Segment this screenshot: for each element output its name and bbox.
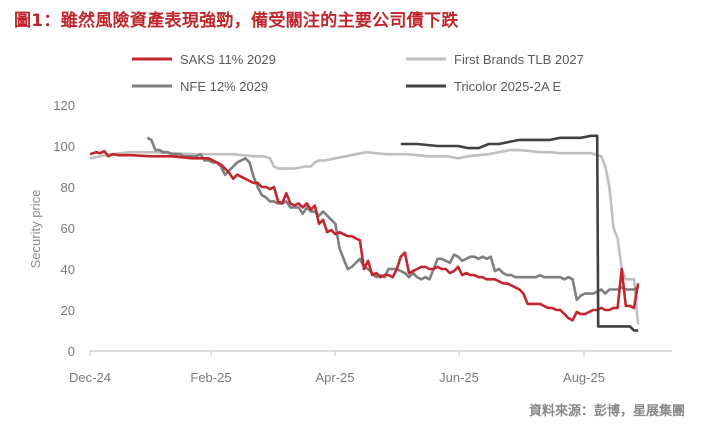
y-tick-label: 60 xyxy=(61,221,75,236)
x-tick-label: Apr-25 xyxy=(315,370,354,385)
y-tick-label: 20 xyxy=(61,303,75,318)
legend-entry-first-brands: First Brands TLB 2027 xyxy=(406,52,584,67)
chart-title: 圖1：雖然風險資產表現強勁，備受關注的主要公司債下跌 xyxy=(14,11,459,31)
x-tick-label: Aug-25 xyxy=(563,370,605,385)
y-tick-label: 100 xyxy=(53,139,75,154)
legend-entry-tricolor: Tricolor 2025-2A E xyxy=(406,79,562,94)
x-tick-label: Jun-25 xyxy=(439,370,479,385)
series-layer xyxy=(89,134,640,332)
legend-label: SAKS 11% 2029 xyxy=(180,52,276,67)
series-line-nfe-12-2029 xyxy=(146,136,639,302)
series-line-saks-11-2029 xyxy=(89,149,640,322)
x-tick-marks xyxy=(89,351,585,356)
x-tick-labels: Dec-24 Feb-25 Apr-25 Jun-25 Aug-25 xyxy=(69,370,605,385)
legend-label: First Brands TLB 2027 xyxy=(454,52,584,67)
y-tick-label: 40 xyxy=(61,262,75,277)
source-note: 資料來源：彭博，星展集團 xyxy=(528,404,685,419)
legend-entry-nfe: NFE 12% 2029 xyxy=(132,79,268,94)
y-tick-label: 80 xyxy=(61,180,75,195)
y-tick-labels: 0 20 40 60 80 100 120 xyxy=(53,98,75,359)
series-line-first-brands-tlb-2027 xyxy=(89,148,640,325)
x-tick-label: Feb-25 xyxy=(190,370,231,385)
legend-label: Tricolor 2025-2A E xyxy=(454,79,562,94)
legend: SAKS 11% 2029 First Brands TLB 2027 NFE … xyxy=(132,52,584,94)
y-tick-label: 0 xyxy=(68,344,75,359)
y-tick-label: 120 xyxy=(53,98,75,113)
y-axis-label: Security price xyxy=(28,190,43,269)
legend-entry-saks: SAKS 11% 2029 xyxy=(132,52,276,67)
x-tick-label: Dec-24 xyxy=(69,370,111,385)
legend-label: NFE 12% 2029 xyxy=(180,79,268,94)
series-line-tricolor-2025-2a-e xyxy=(400,134,639,332)
